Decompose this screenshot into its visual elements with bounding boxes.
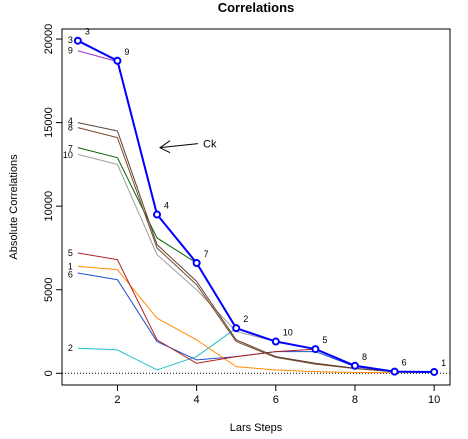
annotation-layer: Ck (159, 139, 217, 154)
step-marker (113, 56, 122, 65)
x-tick-label: 4 (194, 394, 200, 406)
series-start-label: 9 (68, 46, 73, 56)
chart-title: Correlations (218, 0, 295, 15)
step-label: 7 (204, 249, 209, 259)
step-label: 9 (124, 47, 129, 57)
series-line-3 (77, 39, 435, 373)
series-line-1 (77, 265, 435, 374)
annotation-label: Ck (203, 139, 217, 151)
step-marker (430, 367, 439, 376)
x-tick-label: 8 (352, 394, 358, 406)
plot-frame (61, 28, 451, 386)
y-tick-label: 20000 (43, 24, 55, 55)
step-marker (232, 324, 241, 333)
step-marker (271, 337, 280, 346)
annotation-arrow-head (159, 140, 171, 154)
step-label: 10 (283, 328, 293, 338)
axes-layer: 2 4 6 8 10 0 5000 10000 15000 20000 (43, 24, 450, 406)
series-layer (73, 36, 439, 376)
series-line-9 (77, 50, 118, 63)
series-line-5 (77, 252, 316, 364)
x-tick-label: 10 (428, 394, 440, 406)
series-start-label: 5 (68, 248, 73, 258)
step-label: 4 (164, 201, 169, 211)
annotation-arrow-shaft (159, 143, 199, 149)
x-tick-label: 2 (114, 394, 120, 406)
x-axis-label: Lars Steps (230, 422, 283, 434)
series-start-label: 7 (68, 144, 73, 154)
step-marker (390, 367, 399, 376)
series-line-7 (77, 147, 197, 264)
step-label: 5 (322, 335, 327, 345)
y-tick-label: 15000 (43, 107, 55, 138)
x-tick-label: 6 (273, 394, 279, 406)
step-label: 3 (85, 27, 90, 37)
series-start-label: 6 (68, 270, 73, 280)
series-start-label: 1 (68, 261, 73, 271)
step-marker (192, 258, 201, 267)
series-line-10 (77, 153, 276, 343)
step-marker (350, 361, 359, 370)
series-start-label: 10 (63, 150, 73, 160)
series-start-label: 4 (68, 116, 73, 126)
step-label: 8 (362, 352, 367, 362)
series-start-label: 3 (68, 35, 73, 45)
y-tick-label: 5000 (43, 277, 55, 301)
step-marker (311, 345, 320, 354)
step-marker (153, 210, 162, 219)
step-label: 6 (402, 358, 407, 368)
y-tick-label: 10000 (43, 191, 55, 222)
step-marker (73, 36, 82, 45)
series-line-2 (77, 327, 237, 371)
series-start-label: 2 (68, 343, 73, 353)
series-line-4 (77, 122, 435, 373)
series-start-label: 8 (68, 123, 73, 133)
step-label: 1 (441, 358, 446, 368)
step-label: 2 (243, 314, 248, 324)
y-tick-label: 0 (43, 370, 55, 376)
y-axis-label: Absolute Correlations (8, 154, 20, 260)
